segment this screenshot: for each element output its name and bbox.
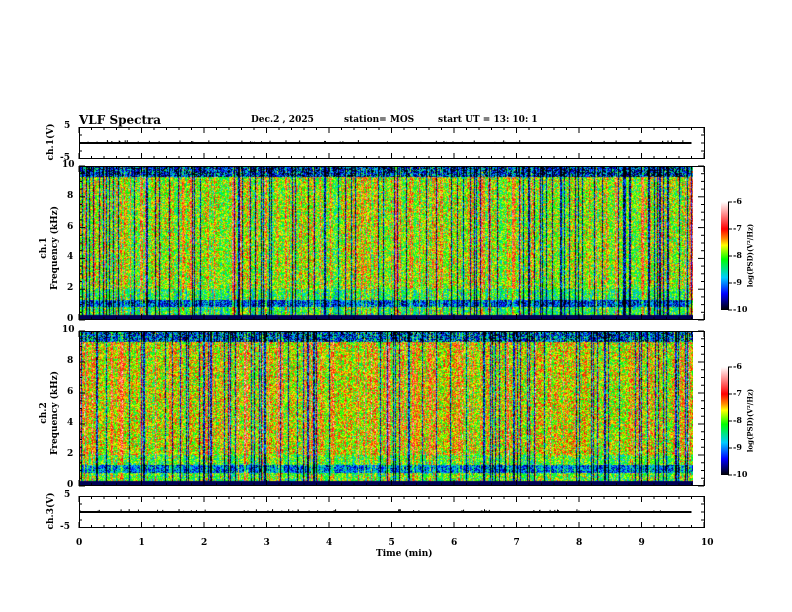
x-tick-label: 4 (326, 538, 332, 548)
x-tick-label: 7 (514, 538, 520, 548)
x-tick-label: 2 (201, 538, 207, 548)
y-tick-label: 2 (67, 449, 73, 459)
y-tick-label: 6 (67, 387, 73, 397)
y-tick-label: 6 (67, 222, 73, 232)
y-tick-label: 2 (67, 283, 73, 293)
y-tick-label: 8 (67, 356, 73, 366)
y-tick-label: 0 (67, 314, 73, 324)
x-tick-label: 5 (389, 538, 395, 548)
axes-ticks (0, 0, 792, 612)
vlf-spectra-figure: VLF Spectra Dec.2 , 2025 station= MOS st… (0, 0, 792, 612)
x-tick-label: 9 (639, 538, 645, 548)
y-tick-label: 4 (67, 418, 73, 428)
x-tick-label: 3 (264, 538, 270, 548)
x-tick-label: 10 (701, 538, 714, 548)
x-tick-label: 0 (76, 538, 82, 548)
x-tick-label: 6 (451, 538, 457, 548)
y-tick-label: 8 (67, 191, 73, 201)
x-tick-label: 1 (139, 538, 145, 548)
y-tick-label: 0 (67, 480, 73, 490)
y-tick-label: 10 (62, 160, 75, 170)
y-tick-label: 10 (62, 325, 75, 335)
x-tick-label: 8 (576, 538, 582, 548)
y-tick-label: 4 (67, 252, 73, 262)
